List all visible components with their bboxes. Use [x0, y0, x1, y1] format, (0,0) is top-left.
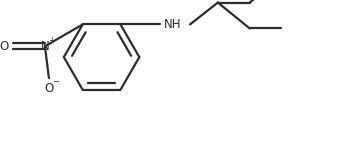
Text: NH: NH — [163, 18, 181, 31]
Text: N: N — [41, 40, 49, 53]
Text: O: O — [44, 82, 54, 95]
Text: O: O — [0, 40, 9, 53]
Text: −: − — [52, 78, 59, 87]
Text: +: + — [48, 36, 55, 45]
